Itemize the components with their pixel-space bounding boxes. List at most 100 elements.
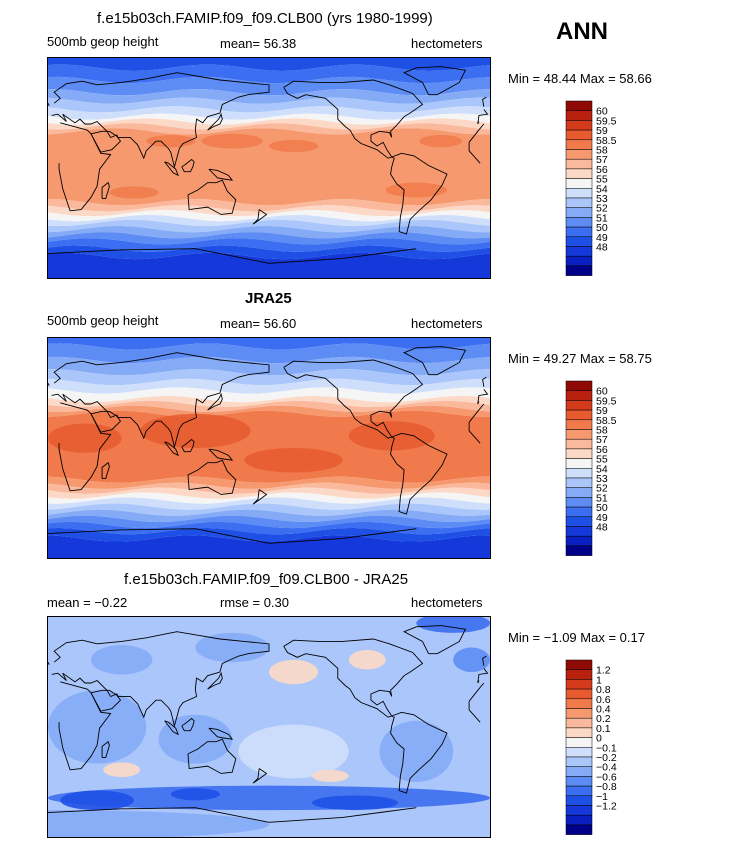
coastline [181, 158, 195, 173]
colorbar-box [565, 535, 593, 547]
coastline [403, 625, 467, 655]
coastline [101, 181, 110, 199]
colorbar-box [565, 477, 593, 488]
coastline [207, 392, 223, 411]
colorbar-tick-label: 54 [596, 183, 608, 195]
contour-band [48, 476, 490, 489]
panel2-colorbar: 60 59.5 59 58.5 58 57 56 55 54 53 52 51 50 49 48 [565, 380, 656, 558]
contour-blob [379, 720, 454, 782]
coastline [90, 130, 122, 153]
contour-blob [416, 617, 490, 633]
colorbar-tick-label: −0.6 [596, 771, 617, 783]
colorbar-svg: 1.210.80.60.40.20.10−0.1−0.2−0.4−0.6−0.8… [565, 659, 617, 835]
coastline [48, 807, 417, 823]
contour-blob [140, 413, 251, 448]
colorbar-tick-label: 0.4 [596, 704, 611, 716]
coastline [187, 459, 237, 495]
contour-band [48, 245, 490, 260]
coastline [51, 352, 489, 449]
coastline [48, 655, 487, 666]
coastline [58, 122, 485, 212]
panel2-map [47, 337, 491, 559]
colorbar-tick-label: 59 [596, 405, 608, 417]
panel3-minmax: Min = −1.09 Max = 0.17 [508, 630, 645, 645]
contour-band [48, 238, 490, 252]
colorbar-box [565, 168, 593, 179]
contour-band [48, 482, 490, 494]
coastline [48, 528, 417, 544]
contour-blob [269, 659, 319, 685]
colorbar-tick-label: 57 [596, 154, 608, 166]
colorbar-tick-label: 55 [596, 174, 608, 186]
contour-blob [238, 724, 349, 779]
colorbar-tick-label: 54 [596, 463, 608, 475]
colorbar-box [565, 100, 593, 111]
contour-band [48, 387, 490, 403]
coastline [181, 438, 195, 453]
coastline [164, 161, 179, 177]
contour-blob [269, 139, 319, 153]
colorbar-tick-label: 58.5 [596, 415, 617, 427]
coastline [164, 441, 179, 457]
contour-blob [311, 795, 398, 811]
panel2-units: hectometers [411, 316, 483, 331]
colorbar-tick-label: 49 [596, 512, 608, 524]
colorbar-box [565, 458, 593, 469]
colorbar-box [565, 438, 593, 450]
colorbar-box [565, 679, 593, 690]
contour-band [48, 219, 490, 233]
contour-band [48, 205, 490, 217]
colorbar-box [565, 824, 593, 835]
colorbar-box [565, 207, 593, 218]
contour-band [48, 369, 490, 386]
contour-blob [201, 133, 263, 149]
coastline [390, 711, 448, 794]
colorbar-tick-label: 57 [596, 434, 608, 446]
contour-band [48, 503, 490, 516]
contour-blob [244, 448, 343, 473]
panel3-rmse: rmse = 0.30 [220, 595, 290, 610]
colorbar-tick-label: 50 [596, 222, 608, 234]
colorbar-tick-label: 52 [596, 203, 608, 215]
colorbar-box [565, 380, 593, 391]
panel2-variable: 500mb geop height [47, 313, 159, 328]
colorbar-box [565, 120, 593, 131]
colorbar-tick-label: 53 [596, 473, 608, 485]
contour-band [48, 378, 490, 394]
panel3-title: f.e15b03ch.FAMIP.f09_f09.CLB00 - JRA25 [124, 571, 409, 588]
colorbar-box [565, 400, 593, 411]
colorbar-box [565, 468, 593, 479]
colorbar-box [565, 139, 593, 150]
colorbar-box [565, 429, 593, 440]
contour-blob [348, 650, 386, 670]
colorbar-tick-label: −1 [596, 791, 608, 803]
coastline [101, 740, 110, 758]
colorbar-tick-label: 56 [596, 164, 608, 176]
colorbar-tick-label: 49 [596, 232, 608, 244]
coastline [164, 720, 179, 736]
contour-band [48, 497, 490, 510]
colorbar-tick-label: 59.5 [596, 115, 617, 127]
colorbar-box [565, 188, 593, 199]
colorbar-box [565, 265, 593, 276]
colorbar-tick-label: 0.8 [596, 684, 611, 696]
contour-band [48, 64, 490, 84]
colorbar-box [565, 516, 593, 527]
colorbar-box [565, 255, 593, 267]
contour-band [48, 252, 490, 278]
colorbar-tick-label: 60 [596, 386, 608, 398]
colorbar-tick-label: 50 [596, 502, 608, 514]
coastline [252, 768, 268, 784]
contour-band [48, 492, 490, 504]
colorbar-box [565, 805, 593, 816]
panel1-minmax: Min = 48.44 Max = 58.66 [508, 71, 652, 86]
contour-blob [453, 647, 490, 672]
colorbar-box [565, 698, 593, 709]
panel1-units: hectometers [411, 36, 483, 51]
contour-band [48, 199, 490, 212]
coastline [390, 152, 448, 235]
colorbar-box [565, 236, 593, 247]
panel1-title: f.e15b03ch.FAMIP.f09_f09.CLB00 (yrs 1980… [97, 10, 433, 27]
panel3-mean: mean = −0.22 [47, 595, 128, 610]
